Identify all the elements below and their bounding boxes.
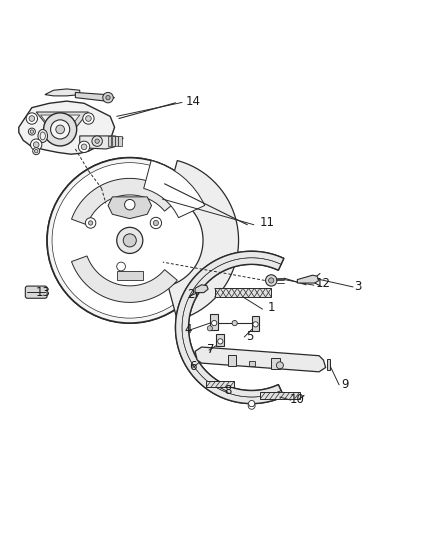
Text: 10: 10 [290, 393, 305, 406]
Circle shape [218, 339, 223, 344]
Circle shape [52, 163, 208, 318]
Circle shape [249, 400, 254, 407]
Ellipse shape [38, 130, 47, 142]
Bar [252, 316, 259, 331]
Bar [260, 392, 300, 399]
Polygon shape [195, 347, 325, 372]
Polygon shape [118, 136, 121, 146]
Circle shape [88, 221, 93, 225]
Circle shape [123, 234, 136, 247]
Text: 11: 11 [259, 216, 274, 230]
Bar [250, 360, 254, 366]
Circle shape [33, 148, 40, 155]
Circle shape [276, 362, 283, 369]
Circle shape [50, 120, 70, 139]
Text: 3: 3 [355, 280, 362, 293]
Circle shape [81, 144, 87, 150]
Circle shape [78, 141, 90, 152]
Circle shape [253, 322, 258, 327]
Polygon shape [112, 136, 115, 146]
Polygon shape [19, 101, 115, 154]
Circle shape [212, 320, 217, 326]
Circle shape [83, 113, 94, 124]
Circle shape [85, 218, 96, 228]
Circle shape [26, 113, 38, 124]
Polygon shape [195, 285, 208, 293]
Circle shape [268, 278, 274, 283]
Circle shape [31, 139, 42, 150]
Circle shape [117, 228, 143, 254]
Circle shape [35, 149, 38, 153]
Polygon shape [80, 136, 123, 149]
Polygon shape [108, 136, 111, 146]
Text: 12: 12 [316, 277, 331, 290]
Circle shape [232, 320, 237, 326]
Circle shape [117, 262, 125, 271]
Bar [271, 358, 280, 369]
Bar [228, 356, 237, 366]
Text: 4: 4 [185, 323, 192, 336]
Bar [206, 382, 234, 387]
Text: 1: 1 [268, 301, 275, 314]
Circle shape [28, 128, 35, 135]
Circle shape [150, 217, 162, 229]
Polygon shape [115, 136, 118, 146]
FancyBboxPatch shape [25, 286, 47, 298]
Polygon shape [297, 275, 319, 283]
Circle shape [44, 113, 77, 146]
Circle shape [51, 162, 208, 319]
Text: 6: 6 [189, 360, 197, 373]
Circle shape [249, 400, 254, 407]
Bar [216, 334, 224, 346]
Circle shape [33, 142, 39, 148]
Circle shape [30, 130, 34, 133]
Circle shape [95, 139, 99, 143]
Ellipse shape [40, 132, 46, 140]
Polygon shape [108, 197, 152, 219]
Polygon shape [71, 256, 177, 302]
Polygon shape [176, 251, 284, 403]
Circle shape [103, 92, 113, 103]
Text: 9: 9 [342, 377, 349, 391]
Circle shape [207, 326, 212, 331]
Polygon shape [36, 112, 88, 144]
Circle shape [29, 116, 35, 122]
Text: 8: 8 [224, 384, 231, 397]
Polygon shape [71, 179, 177, 225]
Circle shape [56, 125, 64, 134]
Bar [215, 288, 271, 297]
Polygon shape [41, 115, 80, 140]
Text: 7: 7 [207, 343, 214, 356]
Circle shape [248, 402, 255, 409]
Text: 13: 13 [35, 286, 50, 299]
Bar [210, 314, 218, 329]
Circle shape [47, 158, 212, 323]
Polygon shape [117, 271, 143, 279]
Circle shape [106, 95, 110, 100]
Polygon shape [176, 251, 284, 403]
Circle shape [124, 199, 135, 210]
Text: 14: 14 [185, 95, 201, 108]
Circle shape [92, 136, 102, 147]
Text: 5: 5 [246, 329, 253, 343]
Circle shape [153, 220, 159, 225]
Polygon shape [168, 160, 239, 320]
Polygon shape [45, 89, 80, 96]
Text: 2: 2 [187, 288, 194, 301]
Bar [327, 359, 330, 370]
Wedge shape [144, 160, 205, 217]
Polygon shape [75, 92, 115, 101]
Circle shape [85, 116, 91, 122]
Circle shape [265, 275, 277, 286]
Circle shape [47, 158, 212, 323]
